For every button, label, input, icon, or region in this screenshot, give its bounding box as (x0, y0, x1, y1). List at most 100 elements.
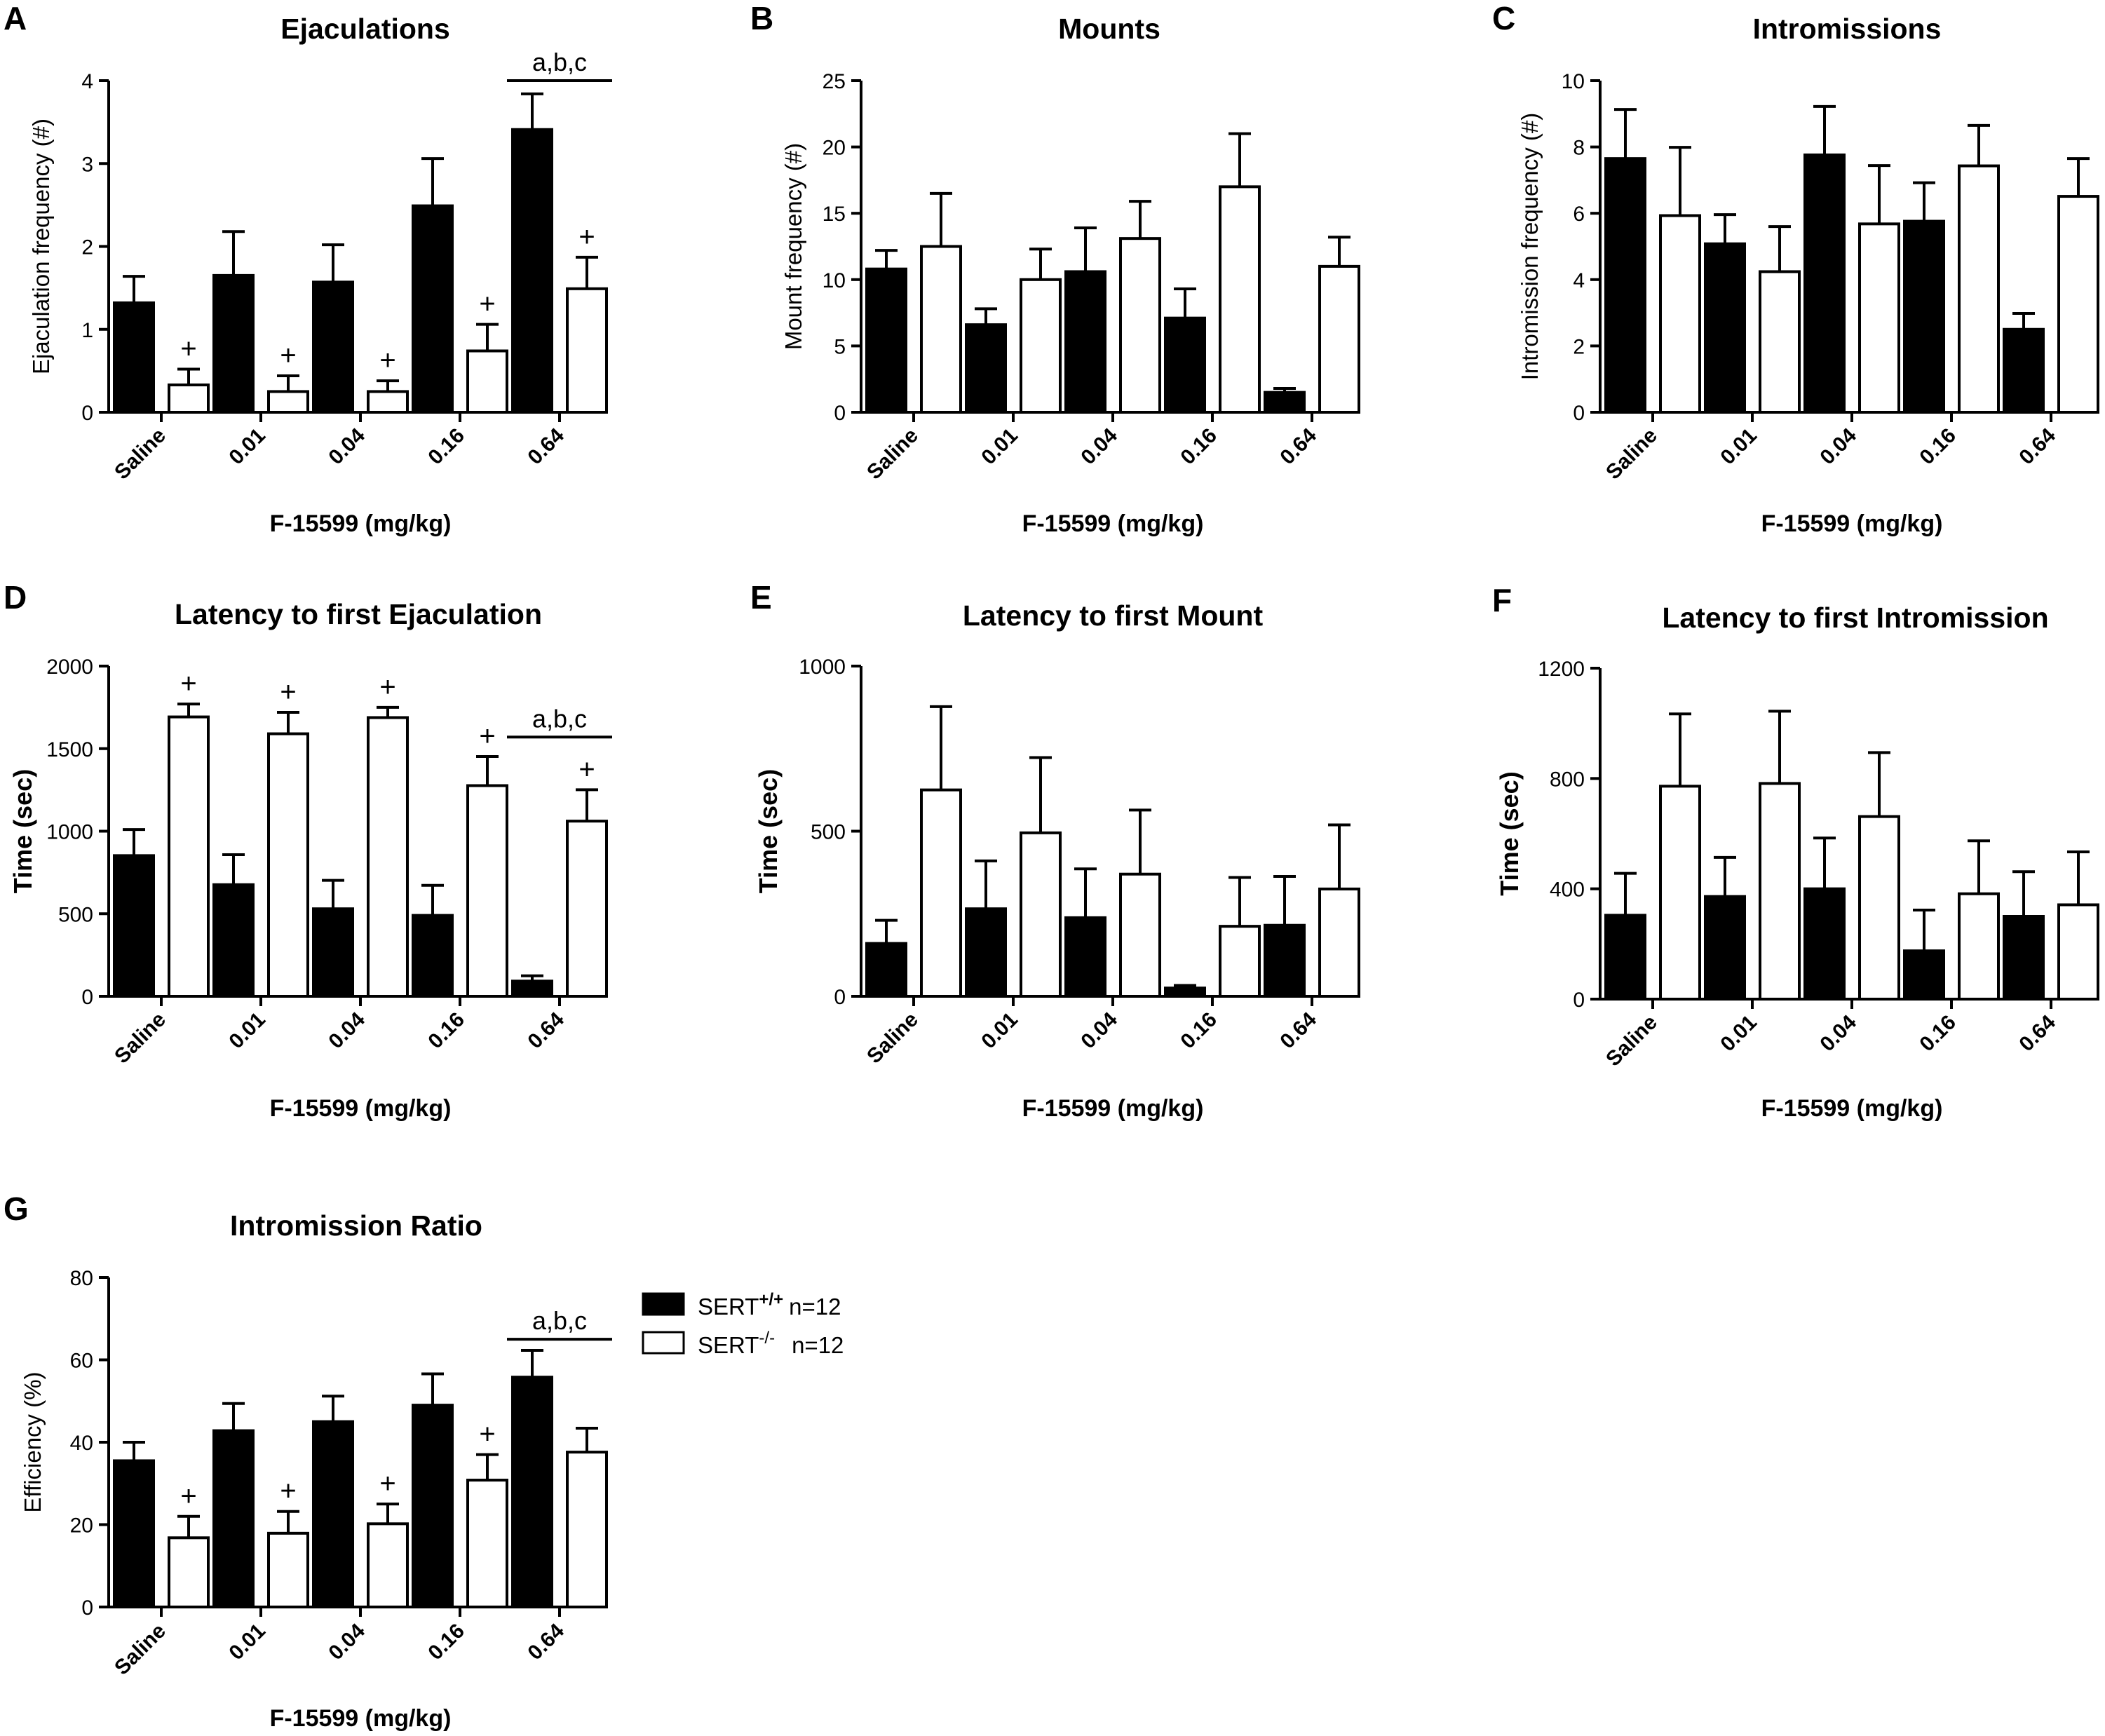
x-tick-label: Saline (1602, 1011, 1662, 1071)
y-tick-label: 0 (1573, 989, 1585, 1012)
bar-sert-ko (566, 1451, 608, 1609)
bar-sert-wt (113, 301, 155, 414)
bar-sert-wt (511, 1376, 553, 1609)
x-tick-label: 0.04 (1076, 423, 1122, 469)
panel-c: C Intromissions 0 2 4 6 8 10 Intromission freque… (1492, 0, 2099, 537)
legend: SERT+/+ n=12 SERT-/- n=12 (642, 1290, 844, 1358)
bar-sert-wt (1264, 391, 1306, 414)
bar-sert-wt (2003, 915, 2045, 1001)
bar-sert-wt (965, 907, 1007, 998)
y-axis-label: Efficiency (%) (20, 1371, 46, 1512)
bar-sert-ko (1958, 892, 2000, 1001)
y-tick-label: 6 (1573, 203, 1585, 226)
bar-sert-wt (1064, 270, 1106, 414)
x-axis-label: F-15599 (mg/kg) (270, 1705, 452, 1732)
bar-sert-wt (412, 204, 454, 414)
panel-letter: G (4, 1191, 29, 1227)
bar-sert-ko (1659, 214, 1701, 414)
x-tick-label: Saline (110, 1620, 170, 1680)
y-tick-label: 80 (70, 1267, 93, 1290)
significance-plus-marker: + (379, 1468, 395, 1499)
x-tick-label: 0.16 (424, 1008, 469, 1054)
y-tick-label: 2 (1573, 335, 1585, 358)
y-tick-label: 1000 (799, 656, 846, 679)
bar-sert-ko (920, 788, 962, 998)
x-tick-label: 0.04 (324, 1619, 370, 1664)
bar-sert-wt (511, 979, 553, 998)
bar-sert-ko (1659, 785, 1701, 1001)
y-tick-label: 1500 (46, 738, 93, 761)
x-tick-label: 0.01 (1716, 424, 1761, 470)
significance-plus-marker: + (479, 721, 495, 752)
significance-plus-marker: + (280, 340, 296, 371)
y-axis-label: Time (sec) (1495, 771, 1524, 895)
y-tick-label: 500 (58, 903, 93, 926)
panel-letter: F (1492, 582, 1512, 618)
x-axis-label: F-15599 (mg/kg) (1022, 510, 1204, 537)
bar-sert-wt (212, 883, 255, 998)
x-axis-label: F-15599 (mg/kg) (1022, 1095, 1204, 1122)
x-axis-label: F-15599 (mg/kg) (270, 510, 452, 537)
y-tick-label: 3 (81, 153, 93, 176)
significance-label: a,b,c (532, 48, 587, 76)
bar-sert-ko (466, 1479, 508, 1609)
bar-sert-wt (113, 854, 155, 998)
bar-sert-ko (1958, 164, 2000, 414)
y-axis-label: Intromission frequency (#) (1517, 113, 1543, 380)
x-axis-label: F-15599 (mg/kg) (270, 1095, 452, 1122)
y-tick-label: 20 (70, 1514, 93, 1538)
x-tick-label: Saline (110, 424, 170, 484)
x-tick-label: 0.04 (1815, 1010, 1861, 1056)
bar-sert-ko (920, 245, 962, 414)
bar-sert-ko (367, 716, 409, 998)
x-tick-label: 0.64 (1275, 1008, 1321, 1053)
y-tick-label: 500 (811, 821, 846, 844)
bar-sert-wt (212, 273, 255, 414)
y-tick-label: 15 (823, 203, 846, 226)
bar-sert-ko (367, 390, 409, 414)
y-tick-label: 10 (1562, 70, 1585, 93)
y-tick-label: 60 (70, 1350, 93, 1373)
x-tick-label: 0.01 (1716, 1011, 1761, 1057)
bar-sert-wt (1803, 887, 1846, 1001)
bar-sert-wt (1704, 895, 1746, 1001)
panel-letter: E (750, 579, 772, 616)
y-tick-label: 0 (81, 402, 93, 425)
x-tick-label: Saline (110, 1008, 170, 1069)
bar-sert-ko (1219, 925, 1261, 998)
significance-plus-marker: + (578, 222, 595, 252)
bar-sert-wt (312, 907, 354, 998)
y-axis-label: Time (sec) (8, 769, 37, 893)
bar-sert-ko (1318, 887, 1360, 998)
x-tick-label: 0.04 (1815, 423, 1861, 469)
panel-b: B Mounts 0 5 10 15 20 25 Mount frequency (#) Sali… (750, 0, 1360, 537)
panel-f: F Latency to first Intromission 0 400 800 120… (1492, 582, 2099, 1122)
x-tick-label: 0.01 (977, 424, 1022, 470)
bar-sert-ko (168, 383, 210, 414)
panel-a: A Ejaculations 0 1 2 3 4 Ejaculation frequency … (4, 0, 612, 537)
significance-plus-marker: + (180, 668, 196, 699)
x-tick-label: 0.16 (1915, 424, 1961, 470)
bar-sert-ko (2057, 195, 2099, 414)
x-tick-label: Saline (862, 1008, 923, 1069)
bar-sert-wt (412, 1404, 454, 1608)
legend-label-sert-wt: SERT+/+ n=12 (698, 1290, 841, 1320)
significance-plus-marker: + (379, 345, 395, 376)
y-tick-label: 2 (81, 236, 93, 259)
bar-sert-ko (1759, 270, 1801, 414)
panel-title: Latency to first Mount (963, 599, 1264, 632)
panel-title: Latency to first Intromission (1662, 602, 2048, 634)
bar-sert-wt (312, 1420, 354, 1608)
bar-sert-ko (466, 349, 508, 414)
y-tick-label: 800 (1550, 768, 1585, 791)
bar-sert-wt (412, 914, 454, 998)
y-tick-label: 400 (1550, 879, 1585, 902)
significance-label: a,b,c (532, 704, 587, 733)
y-tick-label: 10 (823, 269, 846, 292)
bar-sert-wt (2003, 327, 2045, 414)
x-tick-label: 0.01 (224, 1008, 270, 1054)
significance-plus-marker: + (180, 1481, 196, 1512)
y-axis-label: Ejaculation frequency (#) (28, 118, 54, 374)
bar-sert-wt (965, 323, 1007, 414)
